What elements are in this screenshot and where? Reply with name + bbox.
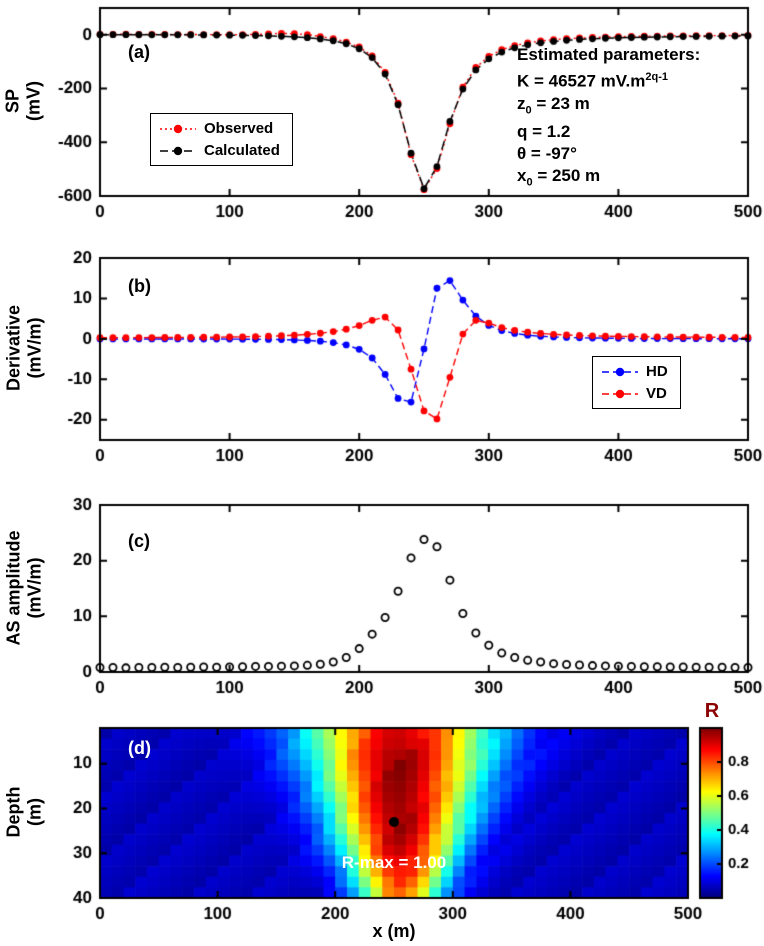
panel-a-y-axis-label: SP (mV) bbox=[2, 81, 43, 121]
legend-item-vd: VD bbox=[601, 385, 668, 402]
legend-item-calculated: Calculated bbox=[159, 142, 280, 159]
panel-d-y-axis-label: Depth (m) bbox=[3, 786, 44, 838]
panel-a-letter: (a) bbox=[128, 42, 150, 62]
legend-calculated-label: Calculated bbox=[204, 142, 280, 159]
calculated-line-marker-icon bbox=[160, 146, 196, 155]
legend-hd-label: HD bbox=[646, 363, 668, 380]
colorbar-title: R bbox=[704, 700, 720, 722]
legend-item-hd: HD bbox=[601, 363, 668, 380]
param-x0: x0 = 250 m bbox=[517, 166, 601, 189]
legend-panel-a: Observed Calculated bbox=[150, 113, 293, 166]
panel-b-y-axis-label: Derivative (mV/m) bbox=[3, 304, 44, 392]
params-title: Estimated parameters: bbox=[517, 45, 701, 64]
legend-vd-label: VD bbox=[646, 385, 667, 402]
panel-c-letter: (c) bbox=[128, 531, 150, 551]
legend-observed-label: Observed bbox=[204, 120, 274, 137]
hd-line-marker-icon bbox=[602, 367, 638, 376]
rmax-annotation: R-max = 1.00 bbox=[341, 853, 447, 872]
legend-item-observed: Observed bbox=[159, 120, 280, 137]
estimated-parameters: Estimated parameters: K = 46527 mV.m2q-1… bbox=[517, 44, 700, 193]
panel-c-y-axis-label: AS amplitude (mV/m) bbox=[3, 530, 44, 646]
param-z0: z0 = 23 m bbox=[517, 93, 590, 117]
panel-d-letter: (d) bbox=[128, 738, 151, 758]
vd-line-marker-icon bbox=[602, 389, 638, 398]
x-axis-label: x (m) bbox=[372, 921, 416, 941]
panel-b-letter: (b) bbox=[128, 276, 151, 296]
param-k: K = 46527 mV.m2q-1 bbox=[517, 71, 669, 91]
legend-panel-b: HD VD bbox=[592, 356, 681, 409]
observed-line-marker-icon bbox=[160, 124, 196, 133]
param-q: q = 1.2 bbox=[517, 122, 571, 142]
param-theta: θ = -97° bbox=[517, 144, 577, 164]
